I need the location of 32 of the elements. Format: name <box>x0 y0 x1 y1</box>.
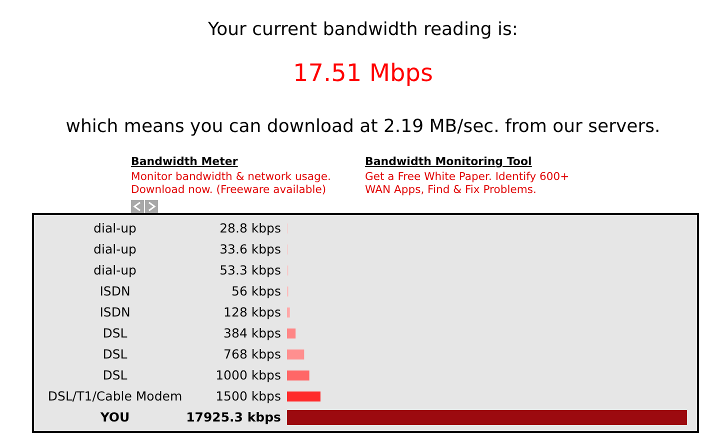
y-tick-label: ISDN <box>100 283 130 298</box>
bar <box>287 350 304 360</box>
y-tick-label: dial-up <box>94 241 137 256</box>
text: Get a Free White Paper. Identify 600+ WAN Apps, Find & Fix Problems. <box>365 170 570 196</box>
y-tick-label: DSL <box>102 368 128 383</box>
bar <box>287 370 310 381</box>
text: Bandwidth Meter <box>131 155 239 168</box>
data-label: 56 kbps <box>232 283 281 298</box>
y-tick-label: DSL <box>102 346 128 362</box>
chart-title: Your current bandwidth reading is: <box>207 19 519 40</box>
text: Monitor bandwidth & network usage. Download now. (Freeware available) <box>131 170 332 196</box>
data-label: 17925.3 kbps <box>186 410 281 425</box>
y-tick-label: dial-up <box>94 220 137 236</box>
data-label: 1500 kbps <box>216 388 281 404</box>
y-tick-label: YOU <box>99 410 130 425</box>
data-label: 128 kbps <box>224 304 281 320</box>
text: Bandwidth Monitoring Tool <box>365 155 533 168</box>
y-tick-label: DSL/T1/Cable Modem <box>48 388 182 404</box>
bar <box>287 328 296 338</box>
bar <box>287 308 290 318</box>
y-tick-label: dial-up <box>94 262 137 278</box>
y-tick-label: ISDN <box>100 304 130 320</box>
data-label: 1000 kbps <box>216 368 281 383</box>
bar <box>287 392 320 402</box>
y-tick-label: DSL <box>102 326 128 340</box>
data-label: 53.3 kbps <box>220 262 281 278</box>
data-label: 768 kbps <box>224 346 281 362</box>
data-label: 33.6 kbps <box>220 241 281 256</box>
text: which means you can download at 2.19 MB/sec. from our servers. <box>64 116 662 137</box>
chart-subtitle: 17.51 Mbps <box>292 59 434 87</box>
data-label: 28.8 kbps <box>220 220 281 236</box>
data-label: 384 kbps <box>224 326 281 340</box>
